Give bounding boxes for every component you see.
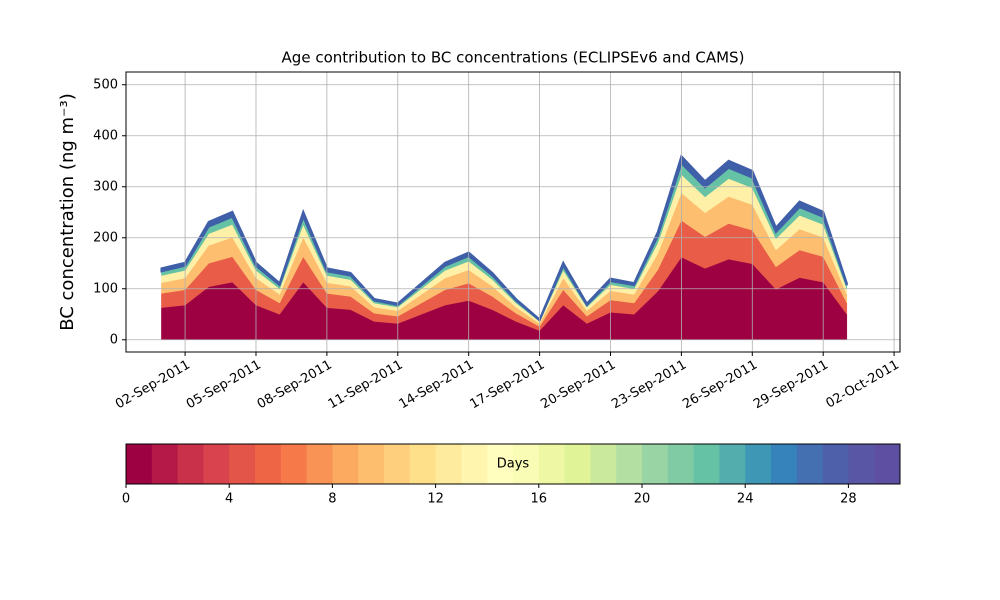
colorbar-cell	[538, 444, 566, 484]
x-tick-label: 23-Sep-2011	[609, 358, 689, 413]
colorbar-cell	[461, 444, 488, 484]
colorbar-tick-label: 28	[840, 492, 857, 507]
colorbar-cell	[151, 444, 179, 484]
colorbar-cell	[745, 444, 772, 484]
colorbar-frame	[125, 443, 901, 485]
colorbar-cell	[203, 444, 230, 484]
colorbar-cell	[435, 444, 462, 484]
colorbar-cell	[590, 444, 617, 484]
plot-frame	[125, 71, 901, 353]
colorbar-cell	[822, 444, 849, 484]
x-tick-label: 26-Sep-2011	[680, 358, 760, 413]
colorbar-tick-label: 12	[427, 492, 444, 507]
x-tick-label: 02-Oct-2011	[823, 358, 901, 412]
colorbar-cell	[848, 444, 875, 484]
y-tick-label: 100	[93, 281, 118, 296]
colorbar-cell	[874, 444, 901, 484]
colorbar-cell	[358, 444, 385, 484]
x-tick-label: 17-Sep-2011	[468, 358, 548, 413]
colorbar-cell	[667, 444, 695, 484]
colorbar-tick-label: 4	[225, 492, 233, 507]
colorbar-tick-label: 16	[531, 492, 548, 507]
colorbar-cell	[306, 444, 333, 484]
colorbar-cell	[719, 444, 746, 484]
colorbar-label: Days	[497, 457, 530, 472]
colorbar-cell	[642, 444, 669, 484]
x-tick-label: 20-Sep-2011	[538, 358, 618, 413]
colorbar-cell	[564, 444, 591, 484]
colorbar-cell	[332, 444, 359, 484]
y-tick-label: 200	[93, 230, 118, 245]
x-tick-label: 14-Sep-2011	[397, 358, 477, 413]
colorbar-cell	[487, 444, 514, 484]
colorbar-tick-label: 24	[737, 492, 754, 507]
x-tick-label: 08-Sep-2011	[255, 358, 335, 413]
y-tick-label: 0	[110, 332, 118, 347]
x-tick-label: 05-Sep-2011	[184, 358, 264, 413]
colorbar-cell	[771, 444, 798, 484]
x-tick-label: 11-Sep-2011	[326, 358, 406, 413]
colorbar-cell	[796, 444, 824, 484]
x-tick-label: 02-Sep-2011	[113, 358, 193, 413]
colorbar-tick-label: 8	[328, 492, 336, 507]
y-tick-label: 300	[93, 179, 118, 194]
y-axis-label: BC concentration (ng m⁻³)	[57, 93, 78, 331]
colorbar-cell	[616, 444, 643, 484]
colorbar-cell	[693, 444, 720, 484]
colorbar-cell	[255, 444, 282, 484]
colorbar-cell	[177, 444, 204, 484]
colorbar-tick-label: 20	[634, 492, 651, 507]
y-tick-label: 400	[93, 128, 118, 143]
y-tick-label: 500	[93, 77, 118, 92]
colorbar-cell	[126, 444, 153, 484]
colorbar-cell	[280, 444, 308, 484]
colorbar-cell	[229, 444, 256, 484]
colorbar-tick-label: 0	[122, 492, 130, 507]
x-tick-label: 29-Sep-2011	[751, 358, 831, 413]
colorbar-cell	[409, 444, 437, 484]
colorbar-cell	[384, 444, 411, 484]
chart-title: Age contribution to BC concentrations (E…	[282, 49, 745, 67]
colorbar-cell	[513, 444, 540, 484]
